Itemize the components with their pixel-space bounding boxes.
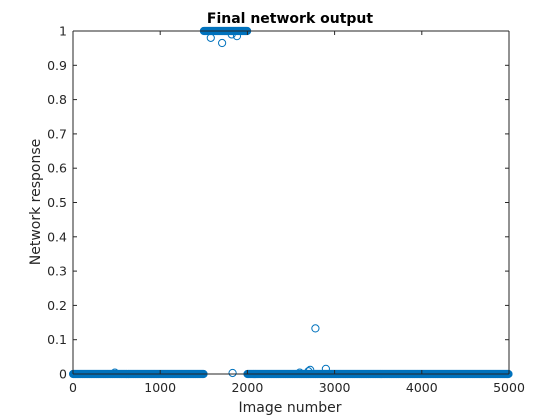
y-tick-label: 0.4 (47, 229, 67, 244)
y-tick-label: 0.3 (47, 264, 67, 279)
y-tick-label: 0.1 (47, 332, 67, 347)
x-tick-label: 3000 (319, 380, 351, 395)
plot-area (73, 31, 509, 374)
data-point (206, 33, 215, 42)
y-tick-label: 0.7 (47, 126, 67, 141)
y-tick-label: 0.2 (47, 298, 67, 313)
x-tick-label: 1000 (144, 380, 176, 395)
x-tick-label: 2000 (231, 380, 263, 395)
data-point (228, 368, 237, 378)
x-axis-ticks: 0 1000 2000 3000 4000 5000 (69, 31, 525, 395)
y-axis-ticks: 0 0.1 0.2 0.3 0.4 0.5 0.6 0.7 0.8 0.9 1 (47, 24, 509, 382)
y-tick-label: 0.9 (47, 58, 67, 73)
x-tick-label: 4000 (406, 380, 438, 395)
y-tick-label: 0.5 (47, 195, 67, 210)
y-axis-label: Network response (28, 139, 44, 266)
data-point (295, 368, 304, 377)
data-point (306, 365, 315, 374)
data-point (110, 368, 119, 377)
data-point (321, 364, 330, 373)
x-axis-label: Image number (239, 400, 342, 416)
data-point (232, 32, 242, 41)
data-point (218, 38, 227, 48)
y-tick-label: 0.6 (47, 161, 67, 176)
chart-title: Final network output (207, 11, 374, 27)
y-tick-label: 0.8 (47, 92, 67, 107)
x-tick-label: 0 (69, 380, 77, 395)
y-tick-label: 1 (59, 24, 67, 39)
y-tick-label: 0 (59, 367, 67, 382)
data-point (304, 367, 313, 376)
x-tick-label: 5000 (493, 380, 525, 395)
data-point (311, 324, 320, 333)
